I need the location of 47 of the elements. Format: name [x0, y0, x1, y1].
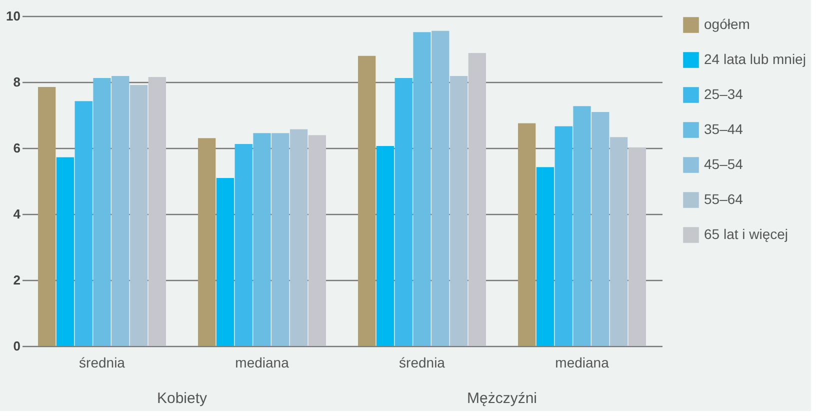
x-tick-label: średnia — [79, 354, 126, 370]
x-tick-label: mediana — [235, 354, 290, 370]
x-tick-label: mediana — [555, 354, 610, 370]
bar — [290, 129, 308, 346]
bar — [253, 133, 271, 346]
bar — [628, 147, 646, 346]
legend-label: ogółem — [704, 16, 750, 32]
legend-label: 35–44 — [704, 121, 744, 137]
bar — [394, 78, 412, 346]
legend-label: 45–54 — [704, 156, 744, 172]
y-tick-label: 4 — [13, 206, 22, 222]
y-tick-label: 6 — [13, 140, 20, 156]
text: Kobiety — [156, 390, 208, 407]
bar — [376, 146, 394, 346]
bar — [38, 86, 56, 346]
legend-label: 24 lata lub mniej — [704, 51, 806, 67]
y-tick-label: 8 — [13, 74, 20, 90]
bar — [148, 77, 166, 346]
bar — [610, 137, 628, 346]
bar — [272, 133, 290, 346]
bar — [308, 135, 326, 346]
bar — [518, 123, 536, 346]
bar — [198, 138, 216, 346]
bar — [592, 112, 610, 346]
legend-label: 55–64 — [704, 191, 744, 207]
legend-label: 65 lat i więcej — [704, 226, 788, 242]
bar — [432, 30, 450, 346]
x-tick-label: średnia — [399, 354, 446, 370]
bar — [554, 126, 572, 346]
y-tick-label: 10 — [6, 8, 20, 24]
bar — [216, 178, 234, 346]
y-tick-label: 0 — [13, 338, 20, 354]
bar — [56, 157, 74, 346]
y-tick-label: 2 — [13, 272, 20, 288]
bar — [74, 101, 92, 346]
bar — [112, 76, 130, 346]
bar — [536, 167, 554, 346]
bar — [130, 84, 148, 346]
bar — [358, 56, 376, 346]
bar — [93, 78, 111, 346]
legend-label: 25–34 — [704, 86, 744, 102]
bar — [450, 76, 468, 346]
bar — [468, 52, 486, 346]
text: Mężczyźni — [466, 390, 538, 407]
bar — [234, 144, 252, 346]
bar — [413, 32, 431, 346]
bar — [573, 106, 591, 346]
